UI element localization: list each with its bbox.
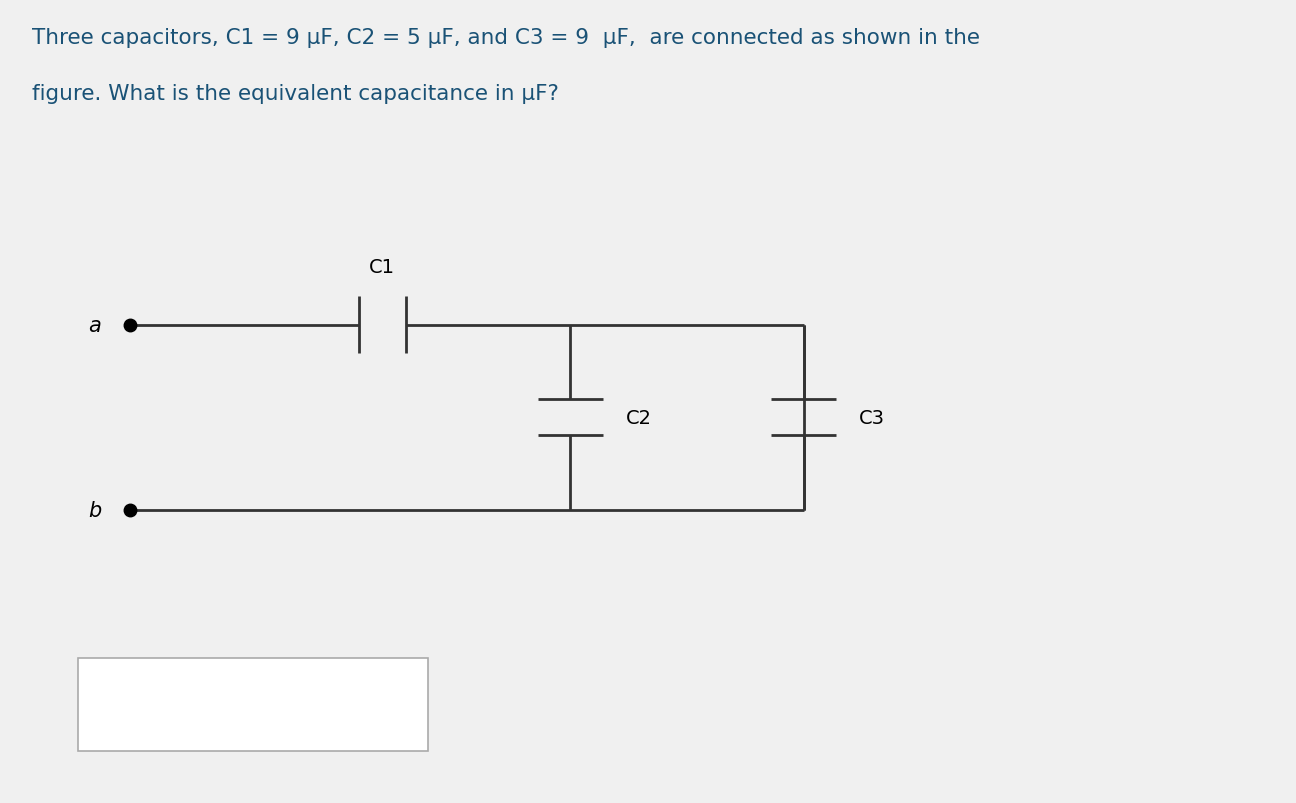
Text: a: a <box>88 316 101 335</box>
Bar <box>78 658 428 751</box>
Text: Three capacitors, C1 = 9 μF, C2 = 5 μF, and C3 = 9  μF,  are connected as shown : Three capacitors, C1 = 9 μF, C2 = 5 μF, … <box>32 28 980 48</box>
Text: figure. What is the equivalent capacitance in μF?: figure. What is the equivalent capacitan… <box>32 84 560 104</box>
Text: C3: C3 <box>859 408 885 427</box>
Text: C2: C2 <box>626 408 652 427</box>
Text: b: b <box>88 500 101 520</box>
Text: C1: C1 <box>369 258 395 277</box>
